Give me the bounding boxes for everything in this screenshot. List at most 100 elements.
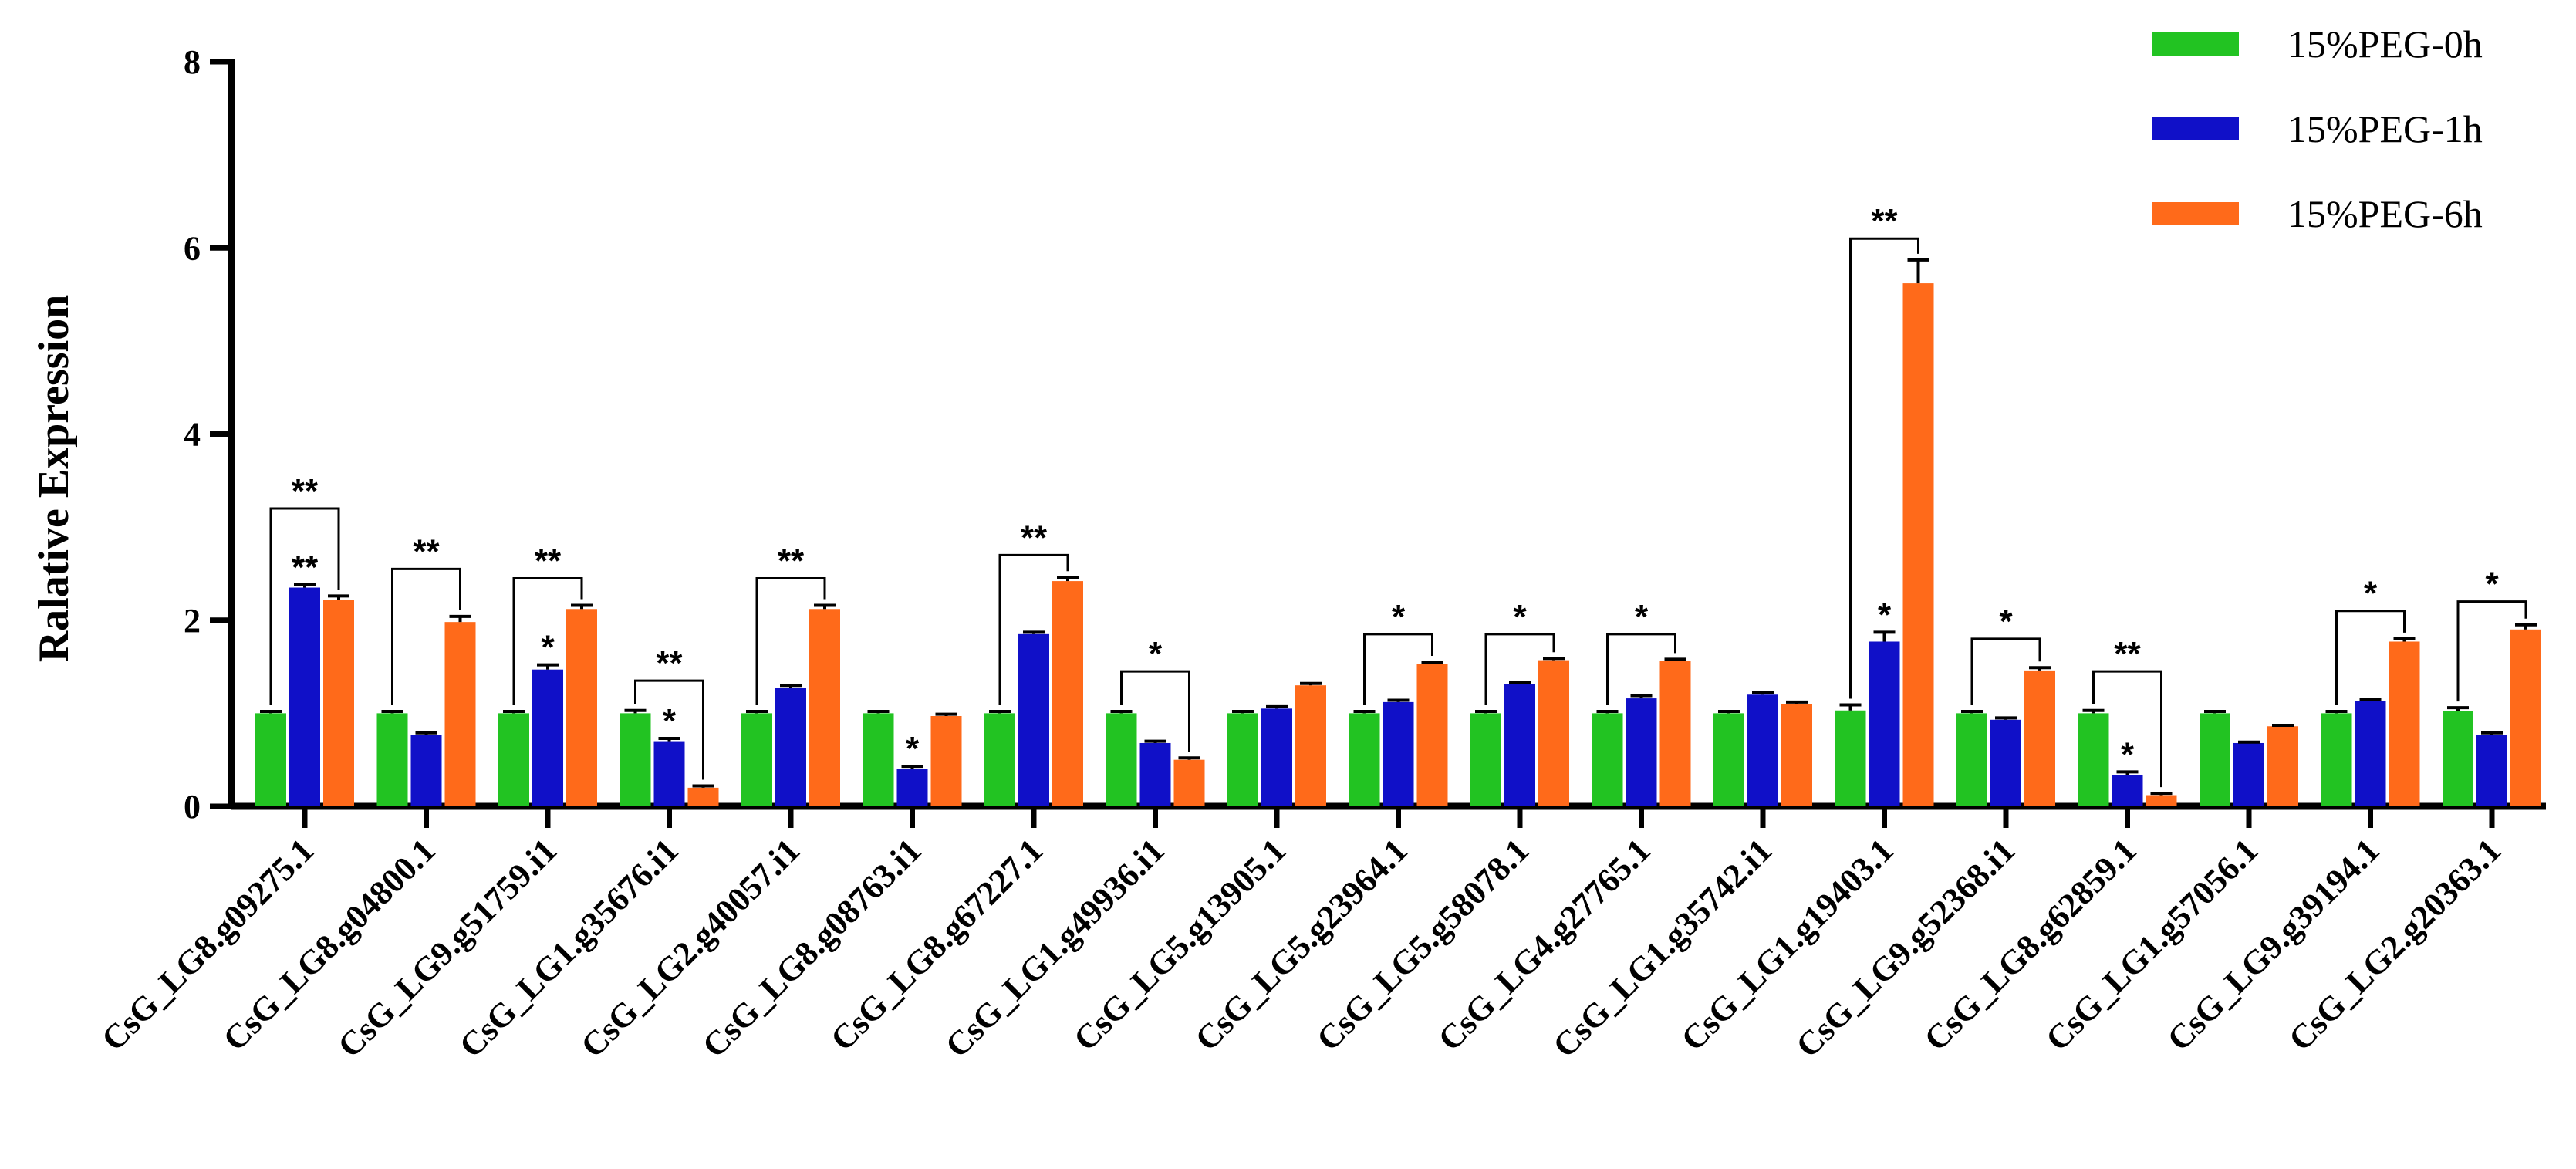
bar: [1869, 641, 1900, 806]
bar: [1990, 719, 2021, 806]
significance-bracket: [634, 679, 704, 780]
significance-bracket: [2092, 670, 2162, 788]
bar-significance-label: *: [2121, 735, 2135, 773]
bar: [1295, 685, 1326, 806]
bar: [2355, 701, 2386, 806]
legend-label: 15%PEG-6h: [2287, 192, 2483, 235]
legend-label: 15%PEG-0h: [2287, 22, 2483, 66]
bar: [1416, 664, 1448, 806]
bar: [2321, 713, 2352, 806]
x-tick-label: CsG_LG1.g19403.1: [1674, 831, 1901, 1058]
bar: [410, 735, 442, 806]
x-tick-label: CsG_LG8.g08763.i1: [695, 831, 929, 1065]
x-tick-label: CsG_LG8.g09275.1: [94, 831, 321, 1058]
bar: [2146, 795, 2177, 806]
significance-bracket: [1849, 237, 1919, 699]
bar: [1261, 708, 1292, 806]
x-tick-label: CsG_LG5.g23964.1: [1188, 831, 1415, 1058]
bar: [1349, 713, 1380, 806]
significance-bracket: [755, 576, 826, 705]
bar: [741, 713, 772, 806]
bar: [653, 741, 685, 806]
bar: [376, 713, 408, 806]
significance-bracket: [1363, 633, 1433, 705]
bar: [1956, 713, 1987, 806]
significance-label: **: [656, 644, 683, 682]
legend-label: 15%PEG-1h: [2287, 107, 2483, 150]
bar: [775, 688, 806, 806]
significance-label: *: [2485, 566, 2499, 603]
bars-layer: [255, 283, 2541, 806]
bar: [1173, 759, 1205, 806]
bar: [863, 713, 894, 806]
bar: [255, 713, 286, 806]
bar: [1470, 713, 1501, 806]
x-tick-label: CsG_LG1.g35676.i1: [452, 831, 686, 1065]
bar-significance-label: **: [292, 549, 319, 586]
significance-label: *: [1149, 635, 1163, 673]
bar-significance-label: *: [906, 730, 920, 768]
bar: [1592, 713, 1623, 806]
x-tick-label: CsG_LG8.g04800.1: [216, 831, 443, 1058]
y-tick-label: 6: [184, 229, 201, 267]
bar: [2389, 641, 2420, 806]
bar: [2267, 726, 2298, 806]
significance-label: **: [535, 542, 562, 579]
bar: [289, 587, 320, 806]
bar: [1052, 581, 1083, 806]
bar: [896, 769, 928, 806]
significance-label: **: [292, 472, 319, 510]
bar: [2200, 713, 2230, 806]
bar: [1626, 698, 1657, 806]
significance-layer: **** ** *** ********** * **** ***** *: [269, 202, 2527, 788]
significance-label: *: [2364, 575, 2378, 613]
x-tick-label: CsG_LG8.g67227.1: [823, 831, 1050, 1058]
bar: [620, 713, 651, 806]
bar: [1106, 713, 1137, 806]
x-tick-label: CsG_LG5.g58078.1: [1309, 831, 1536, 1058]
bar: [2112, 774, 2143, 806]
x-tick-label: CsG_LG2.g40057.i1: [573, 831, 807, 1065]
significance-bracket: [512, 576, 583, 705]
bar: [2078, 713, 2109, 806]
bar: [2024, 670, 2055, 806]
bar: [1659, 661, 1691, 806]
x-tick-label: CsG_LG5.g13905.1: [1066, 831, 1293, 1058]
bar: [1538, 660, 1569, 806]
significance-label: *: [1513, 598, 1527, 636]
x-tick-label: CsG_LG4.g27765.1: [1431, 831, 1658, 1058]
bar: [1018, 633, 1049, 806]
significance-label: **: [1871, 202, 1898, 240]
y-tick-label: 0: [184, 788, 201, 826]
bar: [1227, 713, 1258, 806]
significance-label: **: [1021, 519, 1048, 556]
significance-bracket: [1484, 633, 1555, 705]
bar: [444, 622, 476, 806]
legend-swatch: [2152, 117, 2239, 140]
significance-bracket: [998, 553, 1069, 705]
significance-bracket: [269, 507, 340, 705]
significance-bracket: [1970, 637, 2041, 705]
bar: [1781, 704, 1812, 806]
y-axis: 0 2 4 6 8: [184, 43, 235, 826]
x-tick-label: CsG_LG9.g39194.1: [2160, 831, 2387, 1058]
y-tick-label: 4: [184, 416, 201, 454]
x-tick-label: CsG_LG1.g35742.i1: [1545, 831, 1779, 1065]
bar: [323, 600, 354, 806]
significance-label: *: [1392, 598, 1406, 636]
x-tick-label: CsG_LG1.g49936.i1: [938, 831, 1172, 1065]
x-tick-label: CsG_LG9.g52368.i1: [1788, 831, 2022, 1065]
bar-significance-label: *: [1878, 596, 1892, 633]
y-axis-label: Ralative Expression: [30, 295, 78, 663]
significance-label: **: [778, 542, 805, 579]
significance-label: **: [413, 532, 440, 570]
bar: [1139, 742, 1171, 806]
bar: [984, 713, 1015, 806]
bar: [1504, 684, 1535, 806]
x-tick-label: CsG_LG8.g62859.1: [1917, 831, 2144, 1058]
legend: 15%PEG-0h 15%PEG-1h 15%PEG-6h: [2152, 22, 2483, 235]
bar: [2233, 742, 2264, 806]
legend-swatch: [2152, 32, 2239, 56]
